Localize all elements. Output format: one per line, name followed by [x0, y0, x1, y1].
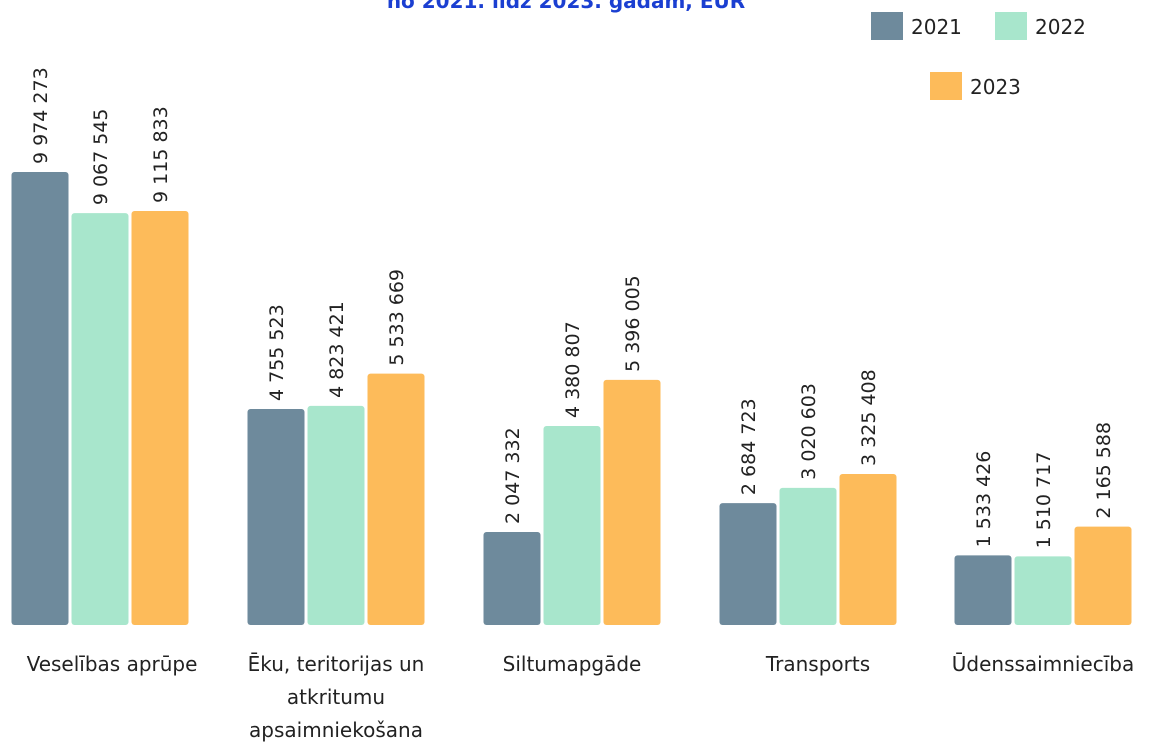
bar — [779, 487, 837, 625]
x-tick-label: Siltumapgāde — [502, 652, 642, 676]
bar — [1074, 526, 1132, 625]
data-label: 4 380 807 — [562, 321, 584, 418]
bar — [1014, 556, 1072, 625]
data-label: 2 165 588 — [1093, 422, 1115, 519]
data-label: 1 533 426 — [973, 451, 995, 548]
data-label: 3 325 408 — [858, 369, 880, 466]
bar — [11, 172, 69, 625]
bar — [839, 473, 897, 625]
bar — [543, 426, 601, 625]
bar — [247, 409, 305, 625]
data-label: 9 115 833 — [150, 106, 172, 203]
legend-swatch — [995, 12, 1027, 40]
data-label: 2 684 723 — [738, 398, 760, 495]
bar — [954, 555, 1012, 625]
bar — [483, 532, 541, 625]
legend-label: 2022 — [1035, 15, 1086, 39]
data-label: 9 067 545 — [90, 108, 112, 205]
bar — [307, 405, 365, 625]
data-label: 3 020 603 — [798, 383, 820, 480]
legend-label: 2023 — [970, 75, 1021, 99]
data-label: 5 533 669 — [386, 269, 408, 366]
data-label: 4 755 523 — [266, 304, 288, 401]
x-tick-label: Ēku, teritorijas un atkritumu apsaimniek… — [247, 652, 425, 742]
data-label: 1 510 717 — [1033, 452, 1055, 549]
data-label: 5 396 005 — [622, 275, 644, 372]
bar — [719, 503, 777, 625]
bar — [367, 373, 425, 625]
data-label: 4 823 421 — [326, 301, 348, 398]
chart-title: no 2021. līdz 2023. gadam, EUR — [387, 0, 745, 13]
bar — [71, 213, 129, 625]
bar — [131, 210, 189, 625]
x-tick-label: Veselības aprūpe — [26, 652, 198, 676]
legend-swatch — [871, 12, 903, 40]
legend-swatch — [930, 72, 962, 100]
data-label: 2 047 332 — [502, 427, 524, 524]
data-label: 9 974 273 — [30, 67, 52, 164]
x-tick-label: Ūdenssaimniecība — [951, 652, 1135, 676]
bar — [603, 379, 661, 625]
x-tick-label: Transports — [765, 652, 871, 676]
legend-label: 2021 — [911, 15, 962, 39]
